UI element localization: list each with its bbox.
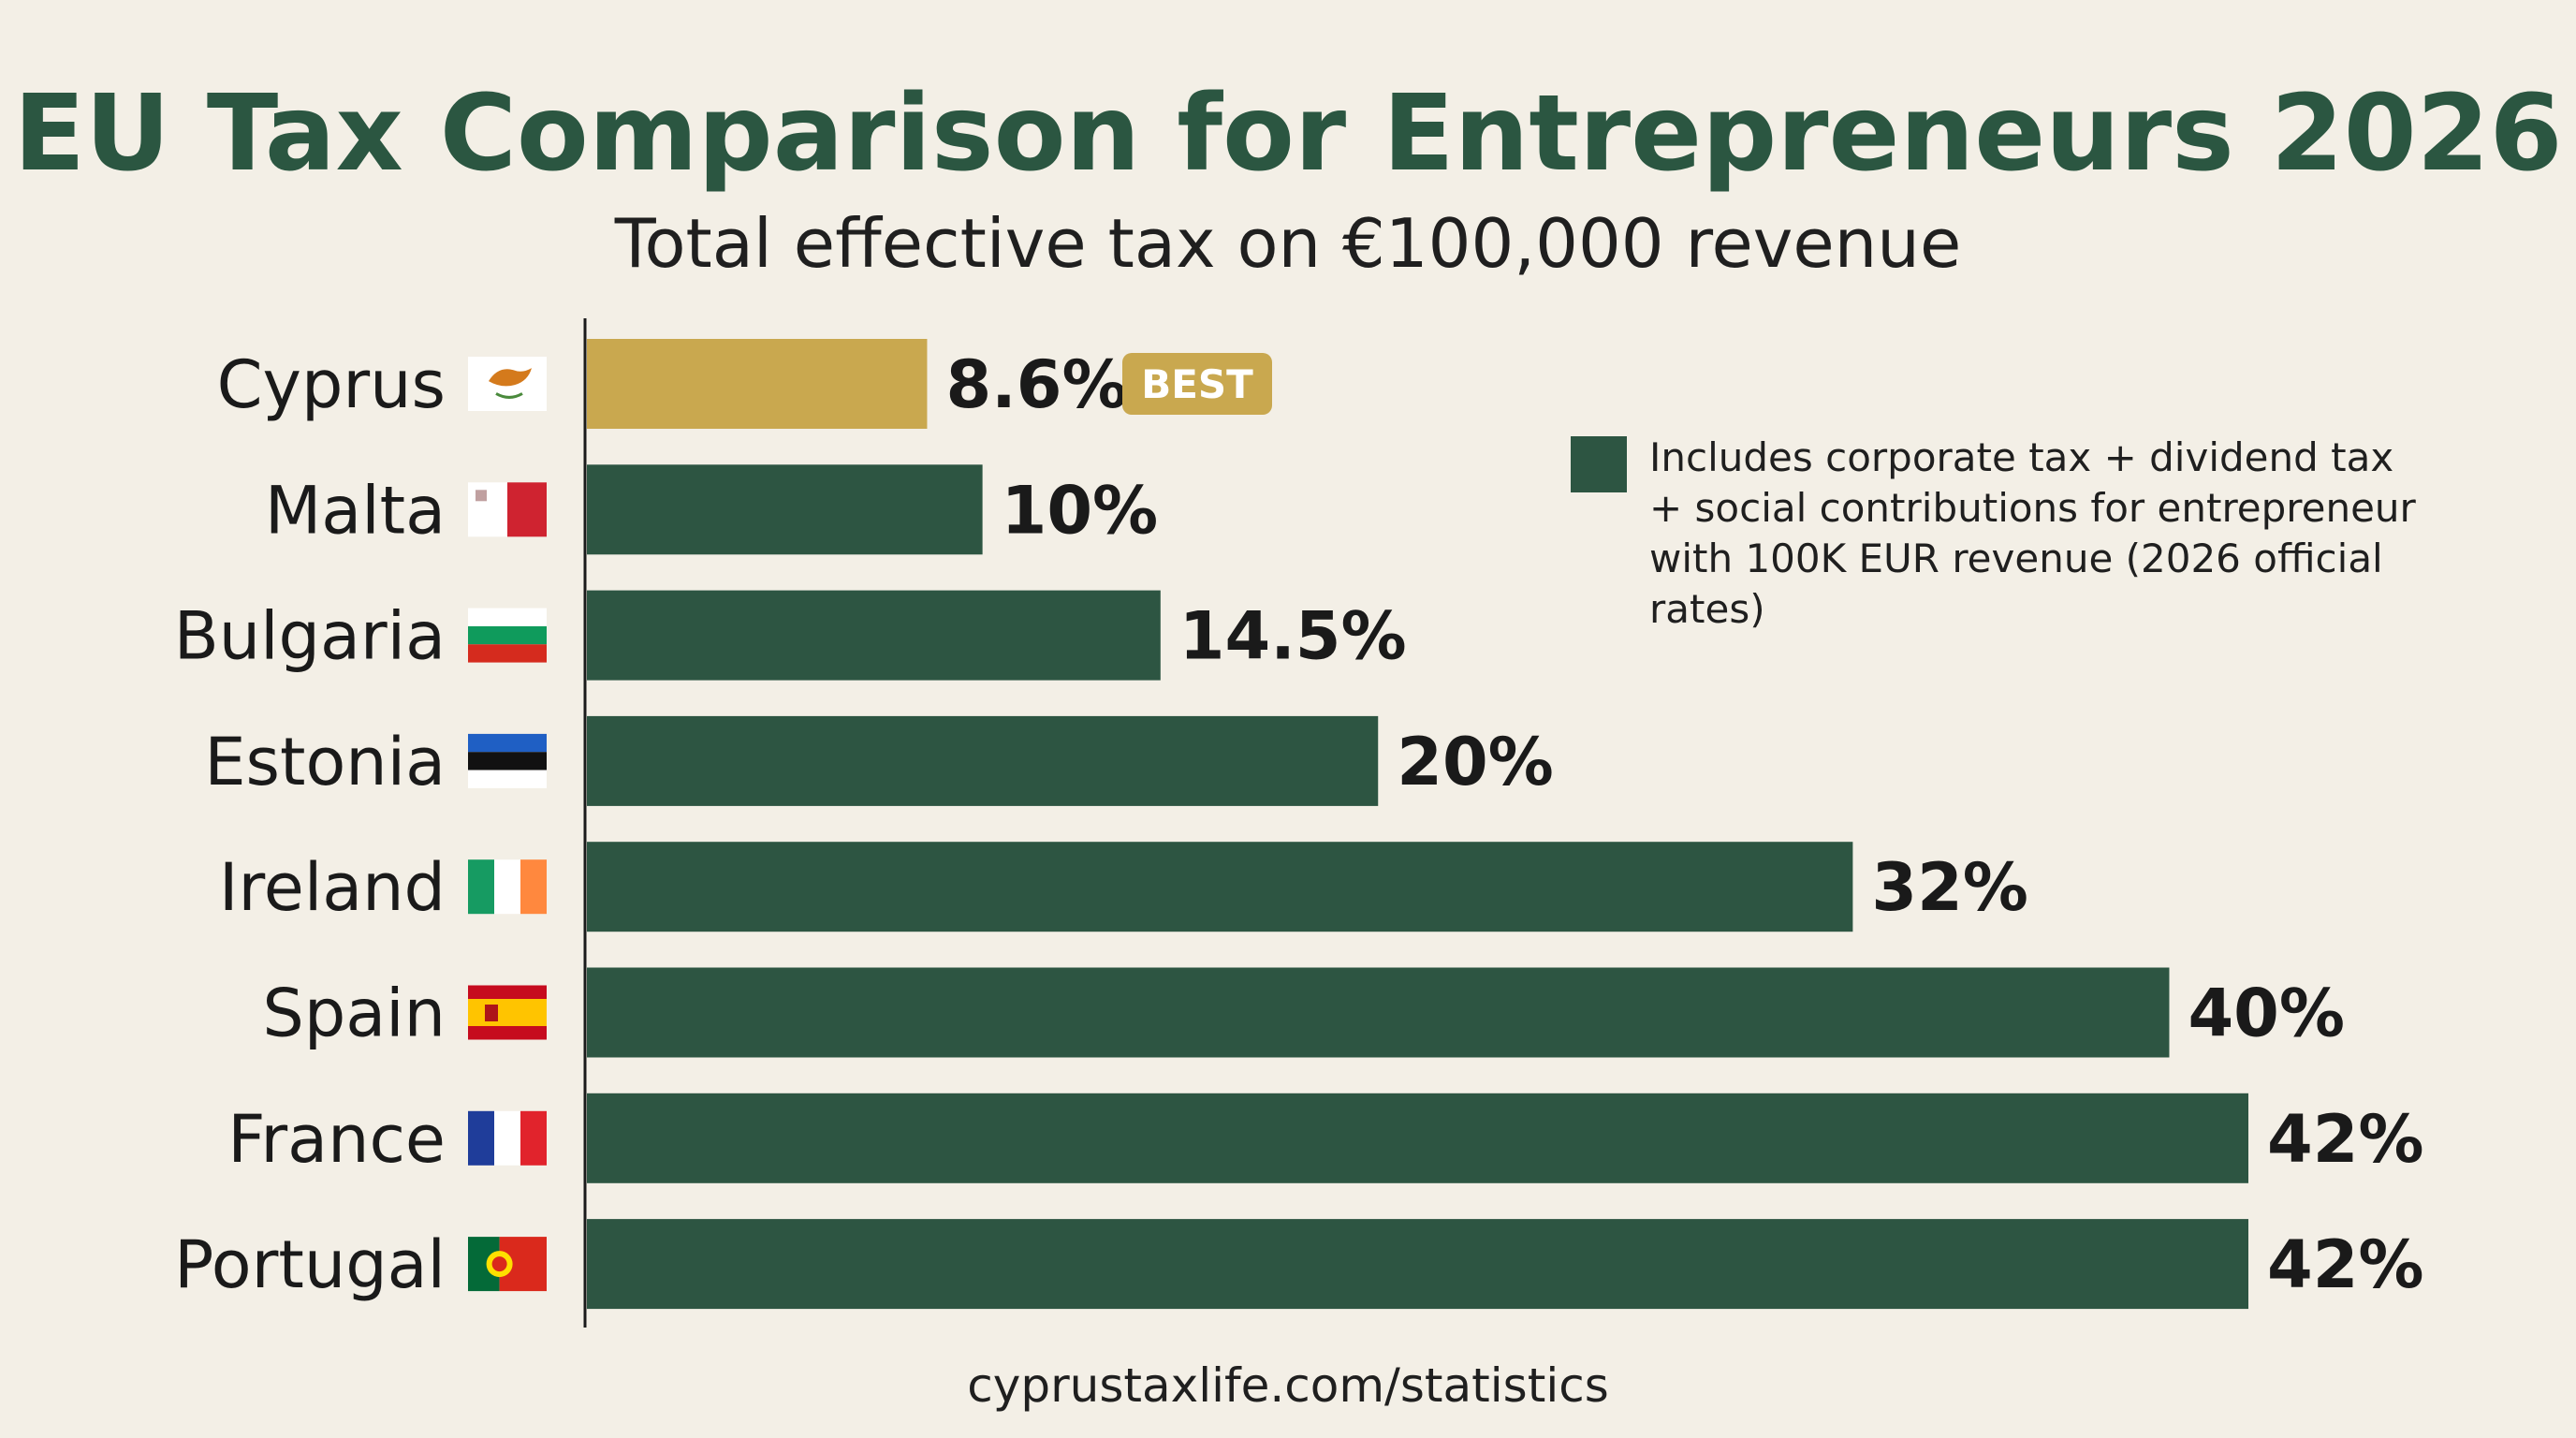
flag-ireland-icon: [468, 859, 547, 915]
flag-cyprus-icon: [468, 357, 547, 411]
category-label-bulgaria: Bulgaria: [174, 598, 446, 675]
value-label-malta: 10%: [1002, 472, 1159, 549]
value-label-bulgaria: 14.5%: [1179, 598, 1407, 675]
category-label-estonia: Estonia: [204, 724, 446, 800]
value-label-estonia: 20%: [1397, 724, 1554, 800]
bar-malta: [587, 464, 983, 555]
flag-malta-icon: [468, 482, 547, 537]
best-badge-label: BEST: [1141, 361, 1253, 407]
legend-text: Includes corporate tax + dividend tax + …: [1649, 434, 2416, 632]
best-badge: BEST: [1122, 353, 1272, 415]
chart-subtitle: Total effective tax on €100,000 revenue: [614, 204, 1962, 283]
category-label-france: France: [227, 1101, 446, 1178]
bars-layer: Cyprus 8.6% BEST Malta 10% Bulgaria 14.5% Eston…: [174, 339, 2424, 1310]
category-label-malta: Malta: [265, 472, 446, 549]
bar-france: [587, 1093, 2248, 1183]
flag-spain-icon: [468, 985, 547, 1040]
category-label-portugal: Portugal: [174, 1226, 446, 1303]
bar-spain: [587, 967, 2170, 1058]
bar-cyprus: [587, 339, 928, 429]
category-label-cyprus: Cyprus: [217, 346, 446, 423]
category-label-ireland: Ireland: [219, 849, 446, 926]
value-label-cyprus: 8.6%: [945, 346, 1127, 423]
value-label-ireland: 32%: [1871, 849, 2028, 926]
legend-swatch: [1571, 436, 1627, 492]
bar-estonia: [587, 715, 1379, 806]
bar-bulgaria: [587, 590, 1161, 681]
category-label-spain: Spain: [262, 976, 446, 1052]
chart-title: EU Tax Comparison for Entrepreneurs 2026: [13, 73, 2563, 195]
bar-portugal: [587, 1219, 2248, 1310]
flag-bulgaria-icon: [468, 608, 547, 663]
value-label-portugal: 42%: [2267, 1226, 2424, 1303]
flag-estonia-icon: [468, 733, 547, 788]
bar-ireland: [587, 842, 1853, 932]
value-label-spain: 40%: [2188, 976, 2345, 1052]
flag-france-icon: [468, 1110, 547, 1166]
value-label-france: 42%: [2267, 1101, 2424, 1178]
source-text: cyprustaxlife.com/statistics: [967, 1358, 1609, 1413]
flag-portugal-icon: [468, 1237, 547, 1292]
